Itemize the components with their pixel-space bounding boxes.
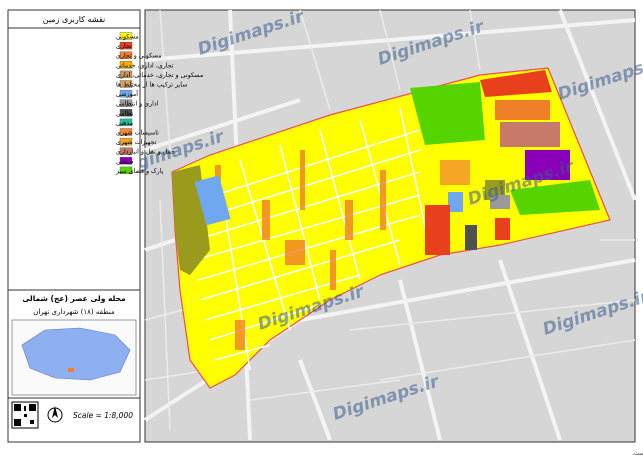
legend-list: مسکونی تجاری مسکونی و تجاری تجاری، اداری، خ… xyxy=(115,32,203,175)
legend-swatch xyxy=(119,61,133,69)
legend-label: تجاری، اداری، خدماتی xyxy=(116,62,174,69)
park-2 xyxy=(510,180,600,215)
north-arrow-head xyxy=(52,406,58,418)
legend-label: تاسیسات شهری xyxy=(116,130,159,137)
legend-label: تجاری xyxy=(116,43,132,50)
utility xyxy=(495,100,550,120)
commercial xyxy=(480,70,552,97)
school xyxy=(194,175,231,226)
industrial xyxy=(525,150,570,180)
inset-city xyxy=(21,327,131,381)
facility xyxy=(440,160,470,185)
legend-swatch xyxy=(119,32,133,40)
legend-label: مذهبی xyxy=(116,120,133,127)
area-district: منطقه (۱۸) شهرداری تهران xyxy=(33,308,115,316)
commercial-3 xyxy=(495,218,510,240)
legend-label: صنعتی xyxy=(116,158,133,165)
legend-swatch xyxy=(119,99,133,107)
roads xyxy=(143,9,637,441)
military xyxy=(465,225,477,250)
legend-label: پارک و فضای سبز xyxy=(115,168,164,175)
scale: Scale = 1:8,000 xyxy=(73,411,133,420)
area-name: محله ولی عصر (عج) شمالی xyxy=(22,294,126,303)
legend-swatch xyxy=(119,118,133,127)
legend-label: مسکونی و تجاری xyxy=(116,53,161,60)
legend-swatch xyxy=(119,51,133,59)
legend-title: نقشه کاربری زمین xyxy=(43,15,105,24)
school-2 xyxy=(448,192,463,212)
legend-label: نظامی xyxy=(116,110,134,117)
legend-label: آموزشی xyxy=(116,89,138,98)
legend-label: حمل و نقل و انبارداری xyxy=(116,149,175,156)
admin xyxy=(490,195,510,209)
legend-swatch xyxy=(119,70,133,79)
legend-label: سایر ترکیب ها از مختلط ها xyxy=(116,82,187,89)
legend-swatch xyxy=(119,137,133,146)
legend-swatch xyxy=(119,89,133,98)
inset-highlight xyxy=(68,368,74,372)
commercial-2 xyxy=(425,205,450,255)
footer: حقوق مالکیت معنوی این محصول متعلق به سای… xyxy=(632,448,643,457)
legend-label: اداری و انتظامی xyxy=(116,101,159,108)
minor-roads xyxy=(144,9,636,431)
legend-swatch xyxy=(119,147,133,155)
transport xyxy=(500,122,560,147)
legend-label: تجهیزات شهری xyxy=(116,139,157,146)
legend-swatch xyxy=(119,128,133,136)
qr-pattern xyxy=(14,404,36,426)
legend-swatch xyxy=(119,166,133,175)
legend-swatch xyxy=(119,109,133,117)
legend-label: مسکونی xyxy=(116,34,139,41)
legend-swatch xyxy=(119,80,133,88)
legend-swatch xyxy=(119,157,133,165)
park xyxy=(410,82,485,145)
legend-label: مسکونی و تجاری، خدماتی، اداری xyxy=(116,72,203,79)
legend-swatch xyxy=(119,41,133,50)
